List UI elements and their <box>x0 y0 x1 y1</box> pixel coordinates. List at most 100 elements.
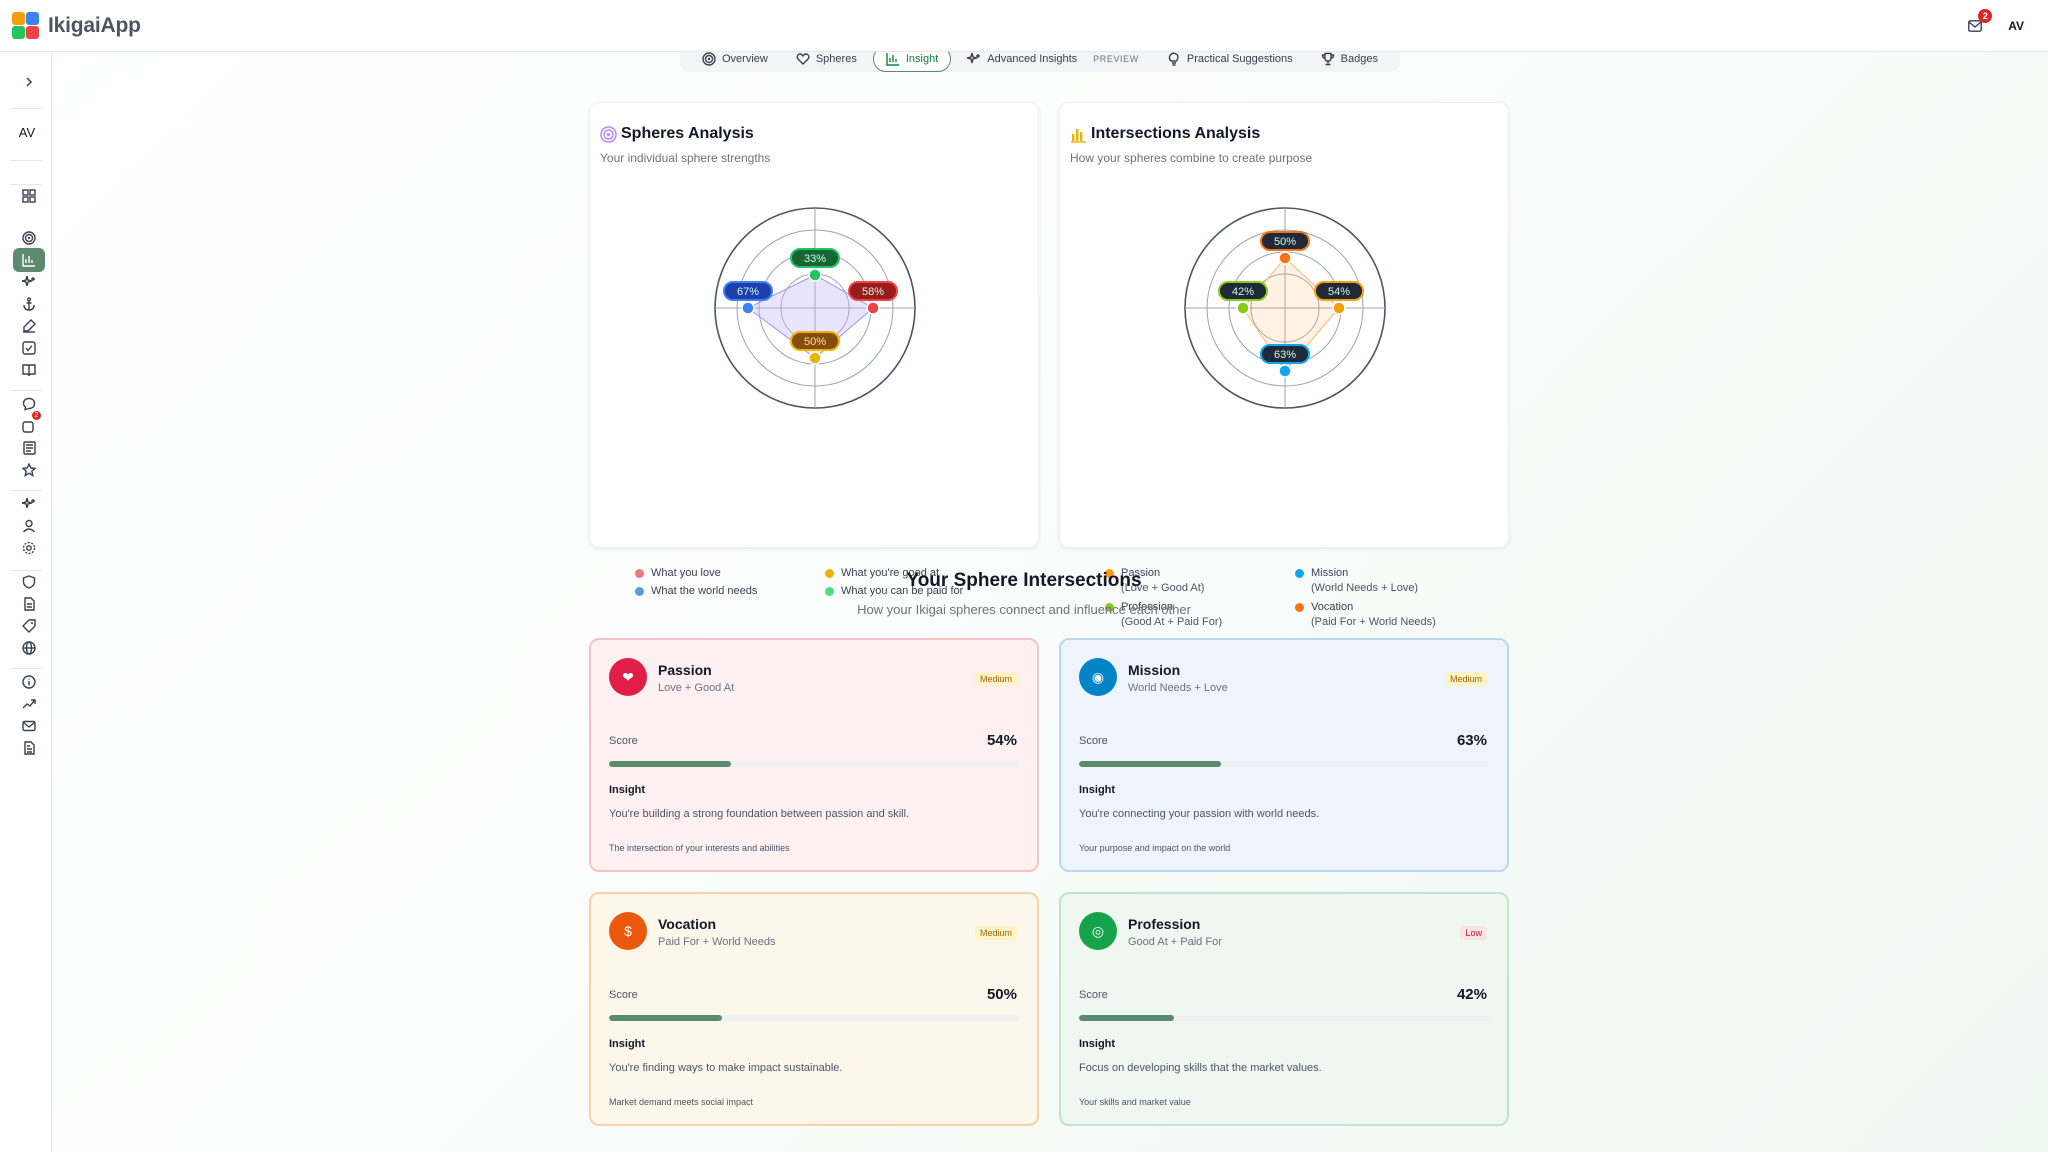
trophy-icon <box>1321 52 1334 66</box>
target-icon <box>22 231 36 245</box>
notifications-button[interactable]: 2 <box>1964 8 1993 37</box>
radar-value-label: 58% <box>862 286 884 298</box>
sidebar-item-target[interactable] <box>13 226 45 250</box>
target-icon <box>600 125 617 143</box>
sidebar-item-book[interactable] <box>13 358 45 382</box>
tab-spheres[interactable]: Spheres <box>784 46 869 72</box>
sidebar-item-edit[interactable] <box>13 314 45 338</box>
tab-overview[interactable]: Overview <box>690 46 780 72</box>
radar-value-pill <box>1218 281 1268 301</box>
mail-icon <box>22 720 36 732</box>
sidebar-avatar[interactable]: AV <box>18 124 36 140</box>
sidebar-item-globe[interactable] <box>13 636 45 660</box>
radar-point[interactable] <box>808 351 822 365</box>
brand[interactable]: IkigaiApp <box>12 11 141 40</box>
sidebar-item-trend[interactable] <box>13 692 45 716</box>
sidebar-item-dashboard[interactable] <box>13 184 45 208</box>
score-label: Score <box>1079 989 1108 1001</box>
radar-point[interactable] <box>741 301 755 315</box>
sidebar-item-chat[interactable] <box>13 392 45 416</box>
target-icon: ◎ <box>1079 912 1117 950</box>
file-icon <box>24 741 35 755</box>
sidebar: AV 2 <box>0 52 52 1152</box>
radar-value-label: 50% <box>1274 236 1296 248</box>
legend-sublabel: (Good At + Paid For) <box>1121 616 1223 628</box>
intersection-card-mission: ◉ Mission World Needs + Love Medium Scor… <box>1059 638 1509 872</box>
legend-label: Profession <box>1121 601 1173 613</box>
tab-practical-suggestions[interactable]: Practical Suggestions <box>1155 46 1305 72</box>
intersection-note: Your purpose and impact on the world <box>1079 843 1231 853</box>
globe-icon <box>22 641 36 655</box>
insight-label: Insight <box>609 1038 646 1050</box>
insight-text: You're connecting your passion with worl… <box>1079 808 1320 820</box>
legend-label: Mission <box>1311 567 1349 579</box>
sidebar-item-file[interactable] <box>13 736 45 760</box>
radar-point[interactable] <box>1278 364 1292 378</box>
preview-tag: PREVIEW <box>1093 54 1139 64</box>
intersection-combo: World Needs + Love <box>1128 682 1228 694</box>
score-progress-fill <box>609 761 731 767</box>
radar-point[interactable] <box>1278 251 1292 265</box>
radar-point[interactable] <box>1332 301 1346 315</box>
legend-sublabel: (Paid For + World Needs) <box>1311 616 1436 628</box>
radar-point[interactable] <box>808 268 822 282</box>
sidebar-item-notification[interactable]: 2 <box>13 411 45 438</box>
intersections-title-text: Intersections Analysis <box>1091 125 1261 142</box>
sparkles-icon <box>967 52 981 64</box>
sidebar-item-info[interactable] <box>13 670 45 694</box>
dashboard-icon <box>22 189 36 203</box>
tab-label: Overview <box>722 53 768 65</box>
intersection-combo: Paid For + World Needs <box>658 936 776 948</box>
sidebar-item-user[interactable] <box>13 514 45 538</box>
ikigai-logo-icon <box>12 11 40 40</box>
radar-value-label: 33% <box>804 253 826 265</box>
tab-advanced-insights[interactable]: Advanced Insights PREVIEW <box>955 46 1151 72</box>
sidebar-item-document[interactable] <box>13 592 45 616</box>
sidebar-item-shield[interactable] <box>13 570 45 594</box>
legend-dot <box>825 587 834 596</box>
sidebar-item-sparkles[interactable] <box>13 270 45 294</box>
expand-sidebar-button[interactable] <box>13 70 45 94</box>
sidebar-item-checkbox[interactable] <box>13 336 45 360</box>
mail-icon <box>1968 19 1983 32</box>
sidebar-item-tag[interactable] <box>13 614 45 638</box>
spheres-card-title: Spheres Analysis <box>600 125 754 143</box>
legend-item: What you love <box>635 567 721 579</box>
radar-value-pill <box>1260 344 1310 364</box>
sidebar-item-chart[interactable] <box>13 248 45 272</box>
section-title: Your Sphere Intersections <box>906 570 1142 591</box>
sidebar-item-newspaper[interactable] <box>13 436 45 460</box>
spheres-radar-chart: 33% 58% 50% 67% <box>714 207 916 409</box>
sidebar-item-anchor[interactable] <box>13 292 45 316</box>
intersection-note: The intersection of your interests and a… <box>609 843 790 853</box>
sidebar-item-sparkles[interactable] <box>13 492 45 516</box>
intersection-name: Mission <box>1128 662 1181 678</box>
settings-icon <box>22 541 36 555</box>
trend-icon <box>22 699 36 709</box>
sidebar-item-settings[interactable] <box>13 536 45 560</box>
legend-dot <box>1105 569 1114 578</box>
money-icon: $ <box>609 912 647 950</box>
score-progress-bar <box>1079 1015 1489 1021</box>
level-badge: Medium <box>974 926 1017 940</box>
tab-label: Practical Suggestions <box>1186 53 1293 65</box>
chevron-right-icon <box>26 77 33 87</box>
legend-sublabel: (Love + Good At) <box>1121 582 1205 594</box>
bar-chart-icon <box>1071 128 1086 143</box>
sidebar-item-mail[interactable] <box>13 714 45 738</box>
legend-dot <box>1295 603 1304 612</box>
sidebar-item-star[interactable] <box>13 458 45 482</box>
radar-point[interactable] <box>866 301 880 315</box>
radar-point[interactable] <box>1236 301 1250 315</box>
top-bar: IkigaiApp 2 AV <box>0 0 2048 52</box>
user-avatar[interactable]: AV <box>2008 18 2024 33</box>
info-icon <box>22 675 36 689</box>
globe-icon: ◉ <box>1079 658 1117 696</box>
sparkles-icon <box>22 497 35 509</box>
legend-dot <box>635 569 644 578</box>
section-subtitle: How your Ikigai spheres connect and infl… <box>857 602 1191 617</box>
radar-value-pill <box>1260 231 1310 251</box>
tab-badges[interactable]: Badges <box>1309 46 1390 72</box>
spheres-title-text: Spheres Analysis <box>621 125 754 142</box>
tab-label: Spheres <box>815 53 857 65</box>
